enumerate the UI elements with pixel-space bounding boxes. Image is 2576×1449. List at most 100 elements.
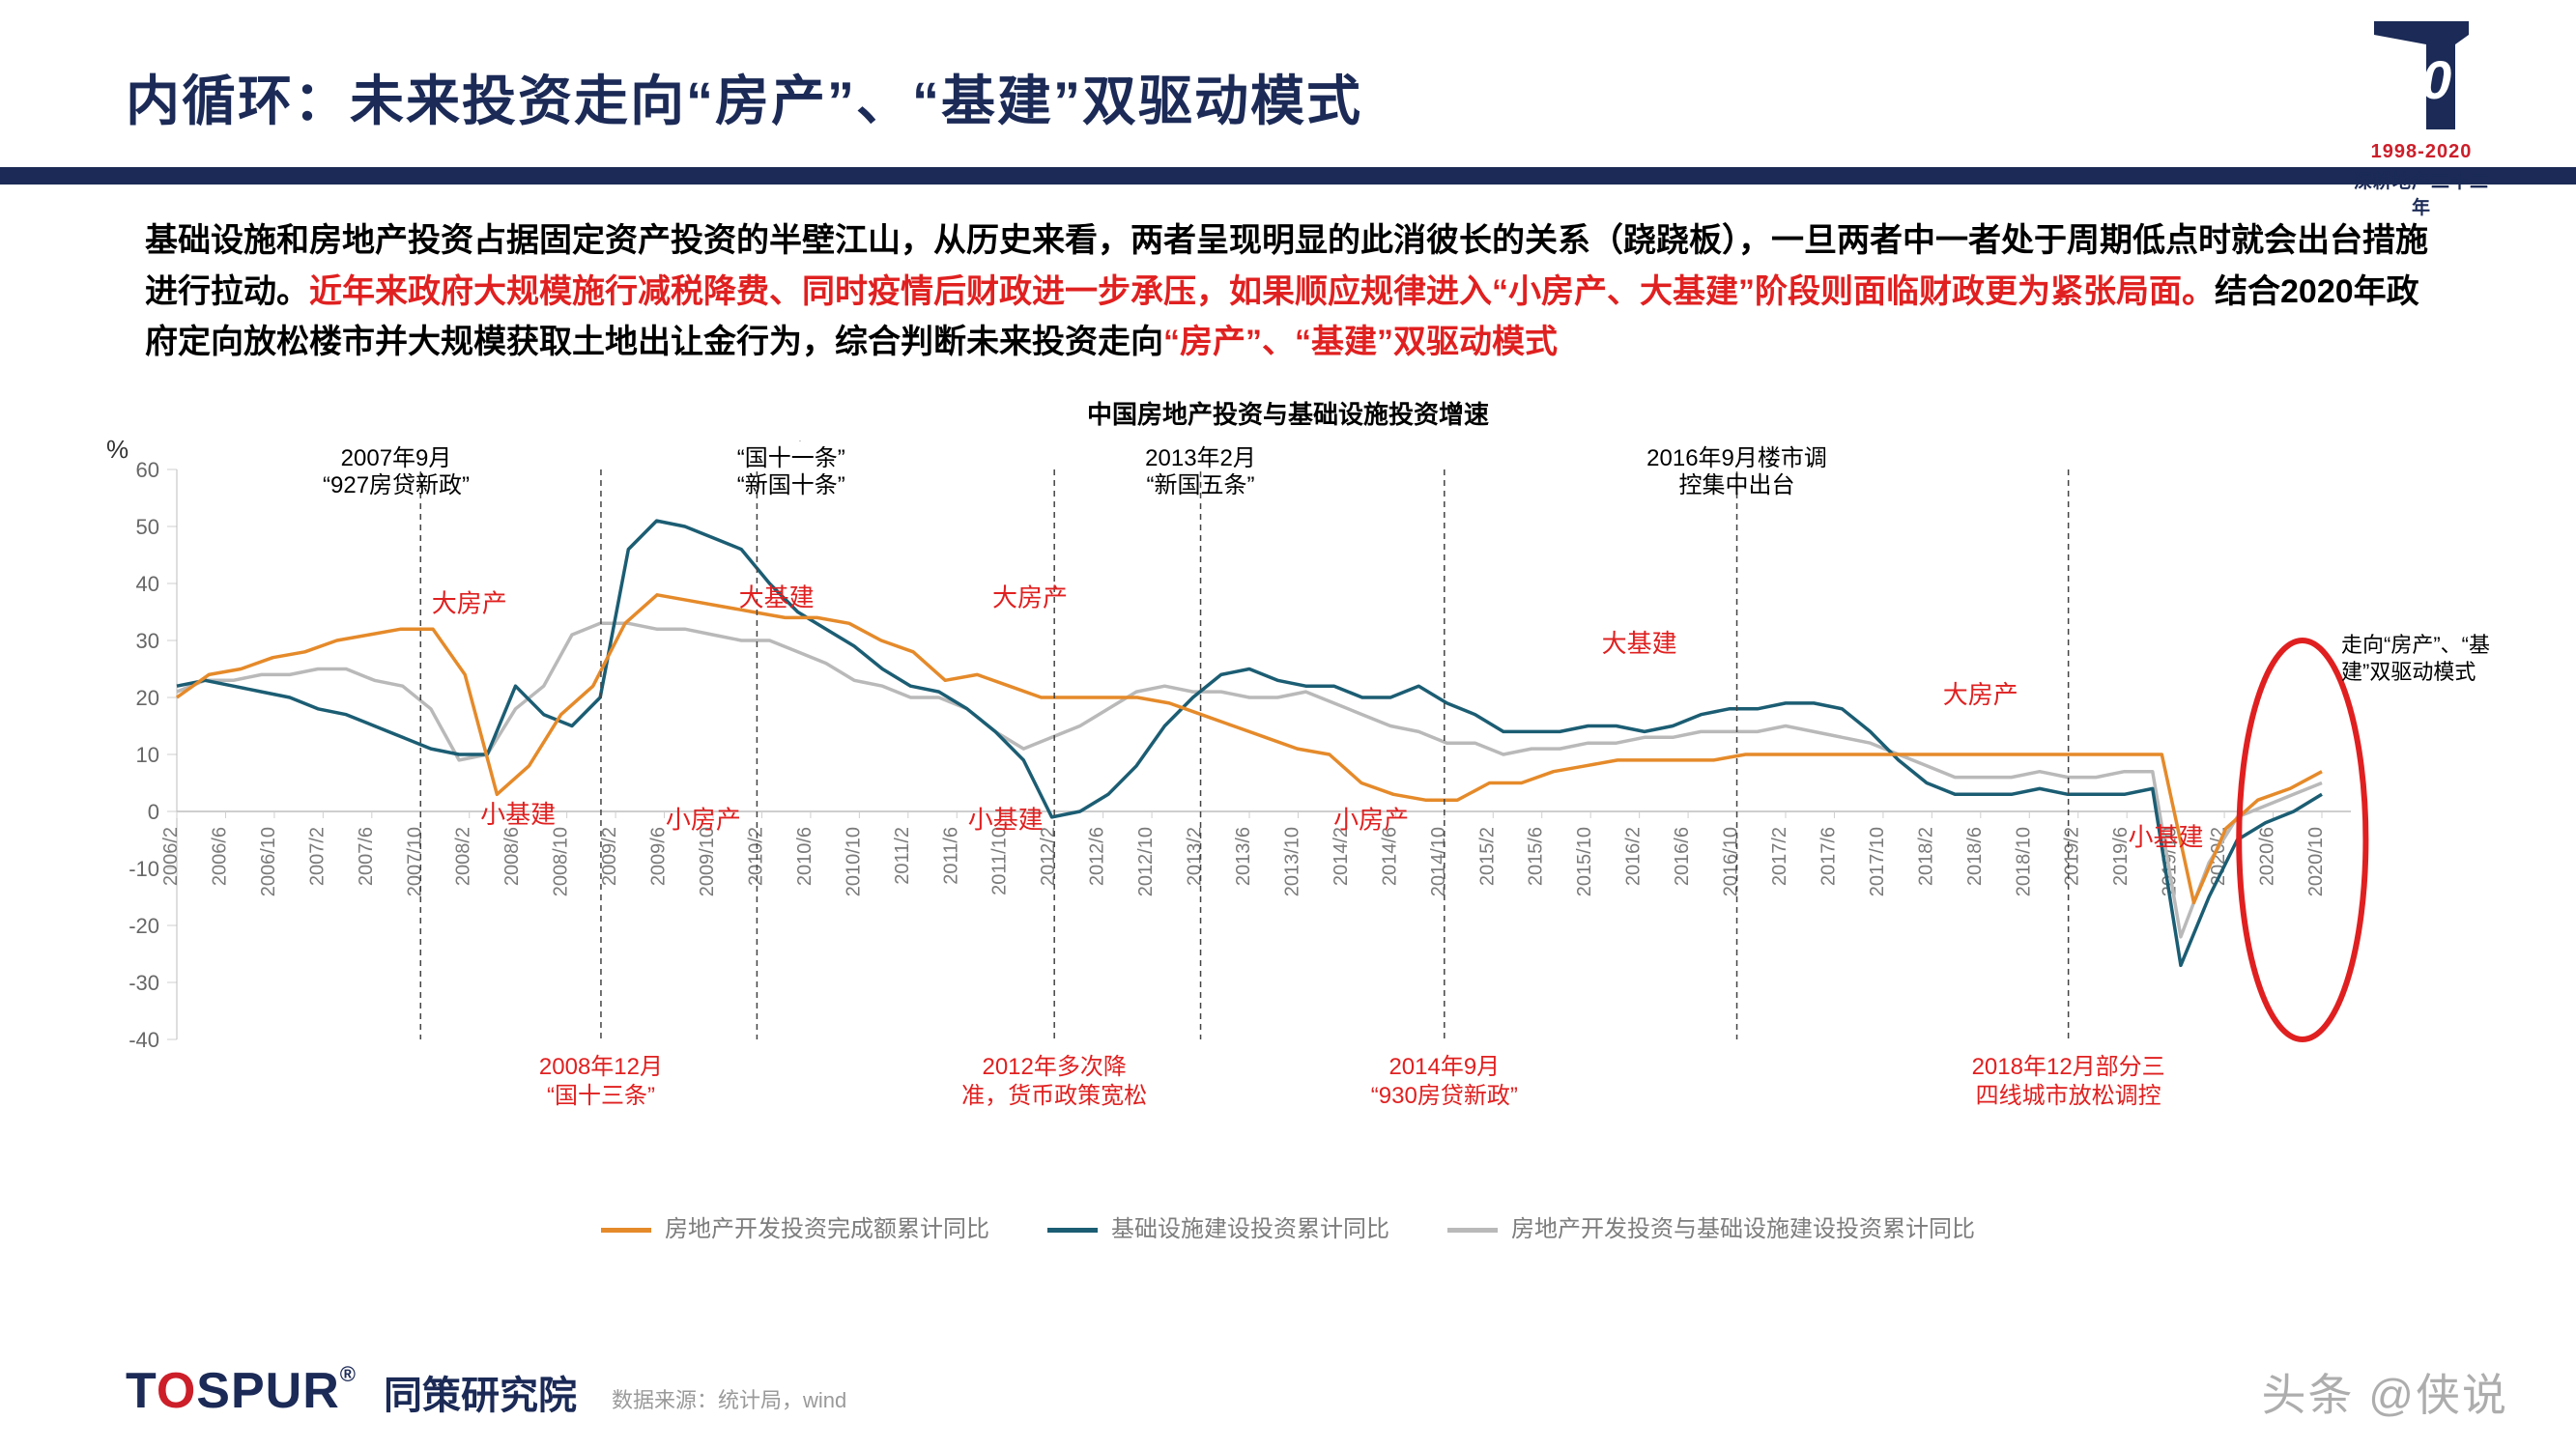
svg-text:2018/10: 2018/10: [2013, 827, 2034, 896]
svg-text:2012/6: 2012/6: [1087, 827, 1108, 886]
svg-text:2019/2: 2019/2: [2062, 827, 2083, 886]
svg-text:2007/10: 2007/10: [404, 827, 425, 896]
svg-text:2006/6: 2006/6: [209, 827, 230, 886]
svg-text:2020/6: 2020/6: [2257, 827, 2278, 886]
svg-text:20: 20: [2390, 49, 2451, 110]
svg-text:2010/2: 2010/2: [745, 827, 766, 886]
svg-text:50: 50: [136, 515, 159, 539]
svg-text:10: 10: [136, 743, 159, 767]
svg-text:2014/6: 2014/6: [1379, 827, 1400, 886]
page-title: 内循环：未来投资走向“房产”、“基建”双驱动模式: [126, 58, 2450, 136]
svg-text:2010/10: 2010/10: [843, 827, 864, 896]
svg-text:小基建: 小基建: [480, 800, 556, 829]
svg-text:2006/2: 2006/2: [160, 827, 182, 886]
svg-text:2018年12月部分三: 2018年12月部分三: [1972, 1054, 2165, 1080]
svg-text:2010年1月: 2010年1月: [735, 440, 846, 444]
svg-text:-20: -20: [129, 914, 159, 938]
svg-text:-30: -30: [129, 971, 159, 995]
svg-text:“国十一条”: “国十一条”: [737, 445, 845, 471]
svg-text:控集中出台: 控集中出台: [1679, 472, 1795, 498]
svg-text:2012年多次降: 2012年多次降: [982, 1054, 1126, 1080]
svg-text:“新国十条”: “新国十条”: [737, 472, 845, 498]
svg-text:30: 30: [136, 629, 159, 653]
data-source: 数据来源：统计局，wind: [612, 1383, 846, 1414]
chart-legend: 房地产开发投资完成额累计同比基础设施建设投资累计同比房地产开发投资与基础设施建设…: [0, 1209, 2576, 1243]
svg-text:2017/6: 2017/6: [1818, 827, 1839, 886]
svg-text:2008年12月: 2008年12月: [539, 1054, 663, 1080]
svg-text:2009/6: 2009/6: [648, 827, 670, 886]
svg-text:2011/10: 2011/10: [989, 827, 1011, 895]
svg-text:2012/2: 2012/2: [1038, 827, 1059, 886]
svg-text:小房产: 小房产: [1333, 806, 1409, 835]
svg-text:-40: -40: [129, 1028, 159, 1052]
svg-text:2009/2: 2009/2: [599, 827, 620, 886]
svg-text:2014/10: 2014/10: [1428, 827, 1449, 896]
svg-text:四线城市放松调控: 四线城市放松调控: [1976, 1083, 2161, 1109]
svg-text:2008/6: 2008/6: [501, 827, 523, 886]
svg-text:“国十三条”: “国十三条”: [547, 1083, 655, 1109]
svg-text:“930房贷新政”: “930房贷新政”: [1371, 1083, 1518, 1109]
watermark: 头条 @侠说: [2262, 1360, 2508, 1424]
svg-text:2013/2: 2013/2: [1185, 827, 1206, 886]
svg-text:2015/2: 2015/2: [1476, 827, 1498, 886]
line-chart: -40 -30 -20 -10 0 10 20 30 40 50 60 2006/2 2006/6 200…: [97, 440, 2518, 1204]
svg-text:小基建: 小基建: [968, 806, 1044, 835]
svg-text:40: 40: [136, 572, 159, 596]
svg-text:大房产: 大房产: [1943, 680, 2018, 709]
svg-text:2006/10: 2006/10: [258, 827, 279, 896]
svg-text:大基建: 大基建: [739, 583, 815, 612]
svg-text:2016/6: 2016/6: [1672, 827, 1693, 886]
svg-text:2017/2: 2017/2: [1769, 827, 1790, 886]
svg-text:2015/10: 2015/10: [1574, 827, 1595, 896]
svg-text:0: 0: [148, 800, 159, 824]
svg-text:2009/10: 2009/10: [697, 827, 718, 896]
logo-years: 1998-2020: [2349, 141, 2494, 163]
svg-text:2014/2: 2014/2: [1331, 827, 1352, 886]
svg-text:大基建: 大基建: [1602, 629, 1677, 658]
svg-text:2015/6: 2015/6: [1526, 827, 1547, 886]
svg-text:建”双驱动模式: 建”双驱动模式: [2341, 660, 2476, 684]
svg-text:-10: -10: [129, 857, 159, 881]
footer: TOSPUR® 同策研究院 数据来源：统计局，wind: [126, 1362, 846, 1420]
footer-logo-cn: 同策研究院: [384, 1364, 577, 1420]
svg-text:20: 20: [136, 686, 159, 710]
chart-title: 中国房地产投资与基础设施投资增速: [0, 395, 2576, 431]
svg-text:大房产: 大房产: [432, 589, 507, 618]
svg-text:2020/10: 2020/10: [2305, 827, 2327, 896]
svg-text:走向“房产”、“基: 走向“房产”、“基: [2341, 633, 2490, 657]
svg-text:2017/10: 2017/10: [1867, 827, 1888, 896]
logo-icon: 20: [2368, 21, 2475, 137]
svg-text:2016/2: 2016/2: [1623, 827, 1645, 886]
svg-text:2016年9月楼市调: 2016年9月楼市调: [1646, 445, 1827, 471]
svg-text:小房产: 小房产: [666, 806, 741, 835]
svg-text:2016/10: 2016/10: [1721, 827, 1742, 896]
svg-text:2008/2: 2008/2: [453, 827, 474, 886]
svg-text:2018/6: 2018/6: [1964, 827, 1986, 886]
logo-tagline: 深耕地产二十二年: [2349, 167, 2494, 219]
svg-text:2018/2: 2018/2: [1915, 827, 1936, 886]
svg-text:“927房贷新政”: “927房贷新政”: [323, 472, 470, 498]
intro-paragraph: 基础设施和房地产投资占据固定资产投资的半壁江山，从历史来看，两者呈现明显的此消彼…: [0, 185, 2576, 368]
svg-text:2013/10: 2013/10: [1281, 827, 1302, 896]
svg-text:2010/6: 2010/6: [794, 827, 816, 886]
svg-text:2007/2: 2007/2: [306, 827, 328, 886]
svg-text:大房产: 大房产: [992, 583, 1068, 612]
svg-text:准，货币政策宽松: 准，货币政策宽松: [961, 1083, 1147, 1109]
y-axis-unit: %: [106, 435, 129, 465]
title-rule: [0, 167, 2576, 185]
svg-text:2007年9月: 2007年9月: [341, 445, 452, 471]
svg-text:2011/2: 2011/2: [892, 827, 913, 885]
svg-text:“新国五条”: “新国五条”: [1147, 472, 1255, 498]
svg-text:2012/10: 2012/10: [1135, 827, 1157, 896]
svg-text:2011/6: 2011/6: [940, 827, 961, 885]
chart-container: % -40-30-20-1001020304050602006/22006/62…: [97, 440, 2518, 1204]
svg-text:2007/6: 2007/6: [356, 827, 377, 886]
svg-text:2013年2月: 2013年2月: [1145, 445, 1256, 471]
svg-text:2008/10: 2008/10: [551, 827, 572, 896]
svg-text:2013/6: 2013/6: [1233, 827, 1254, 886]
svg-text:小基建: 小基建: [2129, 822, 2204, 851]
footer-logo-en: TOSPUR®: [126, 1362, 357, 1420]
svg-text:60: 60: [136, 458, 159, 482]
svg-text:2014年9月: 2014年9月: [1388, 1054, 1500, 1080]
corner-logo: 20 1998-2020 深耕地产二十二年: [2349, 21, 2494, 219]
